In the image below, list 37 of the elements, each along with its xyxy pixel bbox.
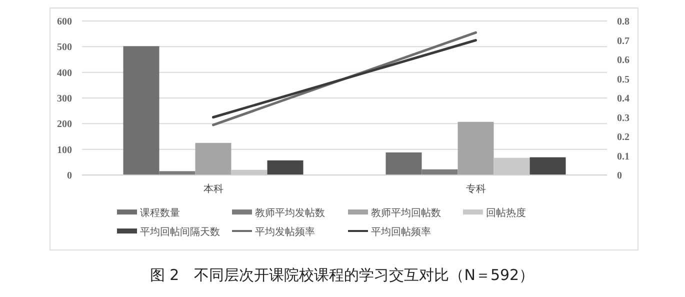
bar [195, 142, 232, 175]
legend-label: 平均发帖频率 [255, 226, 315, 238]
y2-tick-label: 0.4 [617, 94, 630, 104]
bar [458, 122, 494, 175]
legend-label: 平均回帖频率 [371, 226, 431, 238]
y2-tick-label: 0 [617, 170, 622, 182]
bar [267, 160, 304, 175]
legend-item: 回帖热度 [463, 208, 526, 219]
legend-item: 平均回帖间隔天数 [117, 227, 220, 238]
legend-label: 回帖热度 [486, 207, 526, 219]
y-tick-label: 300 [57, 94, 72, 104]
legend-item: 课程数量 [117, 208, 180, 219]
legend-label: 教师平均发帖数 [255, 207, 325, 219]
y2-tick-label: 0.6 [617, 55, 630, 66]
legend-item: 平均发帖频率 [232, 227, 315, 238]
y-tick-label: 200 [57, 119, 72, 130]
y-tick-label: 400 [57, 68, 72, 79]
bar [530, 157, 566, 175]
legend-item: 教师平均发帖数 [232, 208, 325, 219]
legend-label: 教师平均回帖数 [371, 207, 441, 219]
x-tick-label: 本科 [203, 183, 224, 195]
legend-item: 教师平均回帖数 [348, 208, 441, 219]
y2-tick-label: 0.2 [617, 132, 630, 143]
y2-tick-label: 0.7 [617, 36, 630, 47]
y2-tick-label: 0.1 [617, 151, 630, 162]
legend-label: 平均回帖间隔天数 [140, 226, 220, 238]
y2-tick-label: 0.5 [617, 74, 630, 86]
legend-item: 平均回帖频率 [348, 227, 431, 238]
y-tick-label: 600 [57, 16, 72, 28]
y-tick-label: 500 [57, 42, 72, 54]
legend-label: 课程数量 [140, 207, 180, 219]
y2-tick-label: 0.3 [617, 112, 630, 124]
text: 图 2 不同层次开课院校课程的学习交互对比（N＝592） [150, 266, 534, 284]
x-tick-label: 专科 [466, 183, 486, 195]
y-tick-label: 0 [67, 170, 72, 182]
y2-tick-label: 0.8 [617, 16, 630, 28]
y-tick-label: 100 [57, 144, 72, 156]
